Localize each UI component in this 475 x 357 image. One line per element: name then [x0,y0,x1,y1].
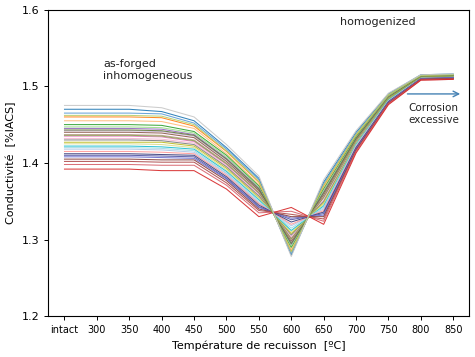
Text: as-forged
inhomogeneous: as-forged inhomogeneous [104,59,193,81]
X-axis label: Température de recuisson  [ºC]: Température de recuisson [ºC] [172,341,346,351]
Text: Corrosion
excessive: Corrosion excessive [408,103,459,125]
Y-axis label: Conductivité  [%IACS]: Conductivité [%IACS] [6,102,16,224]
Text: homogenized: homogenized [340,17,416,27]
